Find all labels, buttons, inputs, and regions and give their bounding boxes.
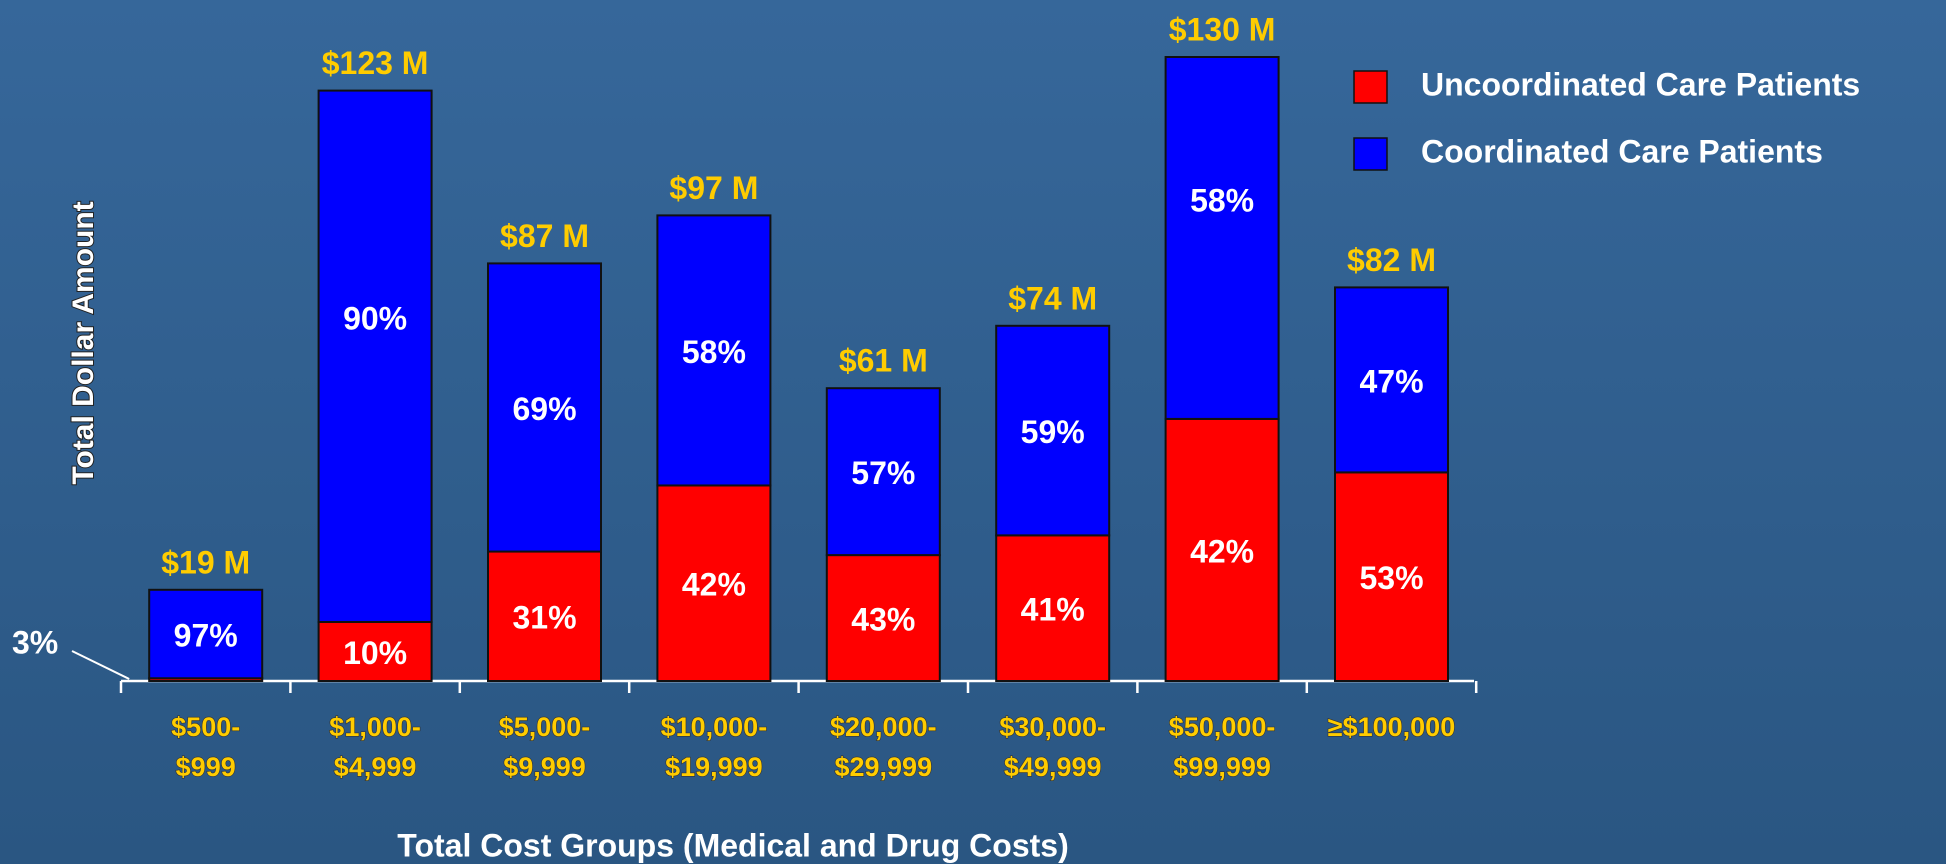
segment-label: 59%	[1021, 414, 1085, 450]
x-tick-label: $10,000- $19,999	[661, 712, 768, 782]
bar-segment	[1334, 471, 1449, 682]
segment-label: 69%	[512, 391, 576, 427]
bar-segment	[656, 214, 772, 487]
bar-segment	[487, 262, 602, 553]
total-label: $74 M	[1008, 280, 1097, 316]
y-axis-label: Total Dollar Amount	[67, 201, 100, 484]
segment-label: 31%	[512, 600, 576, 636]
x-tick-label-line: $50,000-	[1169, 712, 1276, 742]
x-tick-label-line: $29,999	[834, 752, 932, 782]
x-tick-label: $50,000- $99,999	[1169, 712, 1276, 782]
x-tick-label-line: $1,000-	[329, 712, 421, 742]
x-tick-label-line: $20,000-	[830, 712, 937, 742]
legend-swatch	[1353, 137, 1388, 171]
bar-segment	[995, 534, 1111, 682]
total-label: $123 M	[322, 45, 429, 81]
x-tick-label: $30,000- $49,999	[999, 712, 1106, 782]
segment-label: 58%	[1190, 182, 1254, 218]
total-label: $61 M	[839, 343, 928, 379]
bar-segment	[1164, 56, 1280, 420]
bar-segment	[1164, 417, 1280, 682]
x-tick-label-line: $19,999	[665, 752, 763, 782]
bar-segment	[825, 387, 941, 557]
x-tick-label: $5,000- $9,999	[499, 712, 591, 782]
total-label: $97 M	[669, 170, 758, 206]
x-tick-label-line: $10,000-	[661, 712, 768, 742]
legend-label: Coordinated Care Patients	[1421, 133, 1823, 169]
bar-segment	[656, 484, 772, 682]
legend-swatch	[1353, 70, 1388, 104]
x-tick-label-line: $5,000-	[499, 712, 591, 742]
legend-label: Uncoordinated Care Patients	[1421, 66, 1860, 102]
x-tick-label: ≥$100,000	[1328, 712, 1455, 742]
total-label: $82 M	[1347, 242, 1436, 278]
segment-label: 57%	[851, 455, 915, 491]
segment-label: 10%	[343, 635, 407, 671]
segment-label: 42%	[1190, 533, 1254, 569]
total-label: $87 M	[500, 218, 589, 254]
segment-label: 42%	[682, 567, 746, 603]
x-tick-label: $20,000- $29,999	[830, 712, 937, 782]
x-tick-label-line: $999	[176, 752, 236, 782]
bar-segment	[487, 550, 602, 682]
x-tick-label-line: $9,999	[503, 752, 586, 782]
segment-label: 47%	[1359, 363, 1423, 399]
x-tick-label-line: ≥$100,000	[1328, 712, 1455, 742]
bar-segment	[317, 620, 433, 683]
segment-label: 43%	[851, 602, 915, 638]
x-axis-label: Total Cost Groups (Medical and Drug Cost…	[397, 827, 1068, 863]
bar-segment	[825, 554, 941, 683]
segment-label: 3%	[12, 624, 58, 660]
segment-label: 53%	[1359, 560, 1423, 596]
x-tick-label-line: $500-	[171, 712, 240, 742]
x-tick-label: $500- $999	[171, 712, 240, 782]
x-tick-label: $1,000- $4,999	[329, 712, 421, 782]
total-label: $19 M	[161, 544, 250, 580]
x-tick-label-line: $49,999	[1004, 752, 1102, 782]
bar-segment	[317, 89, 433, 623]
label-arrow	[71, 650, 130, 680]
bar-segment	[1334, 286, 1449, 474]
segment-label: 41%	[1021, 592, 1085, 628]
bar-segment	[995, 324, 1111, 537]
x-tick-label-line: $99,999	[1173, 752, 1271, 782]
segment-label: 58%	[682, 334, 746, 370]
x-tick-label-line: $4,999	[334, 752, 417, 782]
x-tick-label-line: $30,000-	[999, 712, 1106, 742]
segment-label: 97%	[174, 617, 238, 653]
segment-label: 90%	[343, 301, 407, 337]
bar-segment	[148, 588, 264, 680]
total-label: $130 M	[1169, 11, 1276, 47]
